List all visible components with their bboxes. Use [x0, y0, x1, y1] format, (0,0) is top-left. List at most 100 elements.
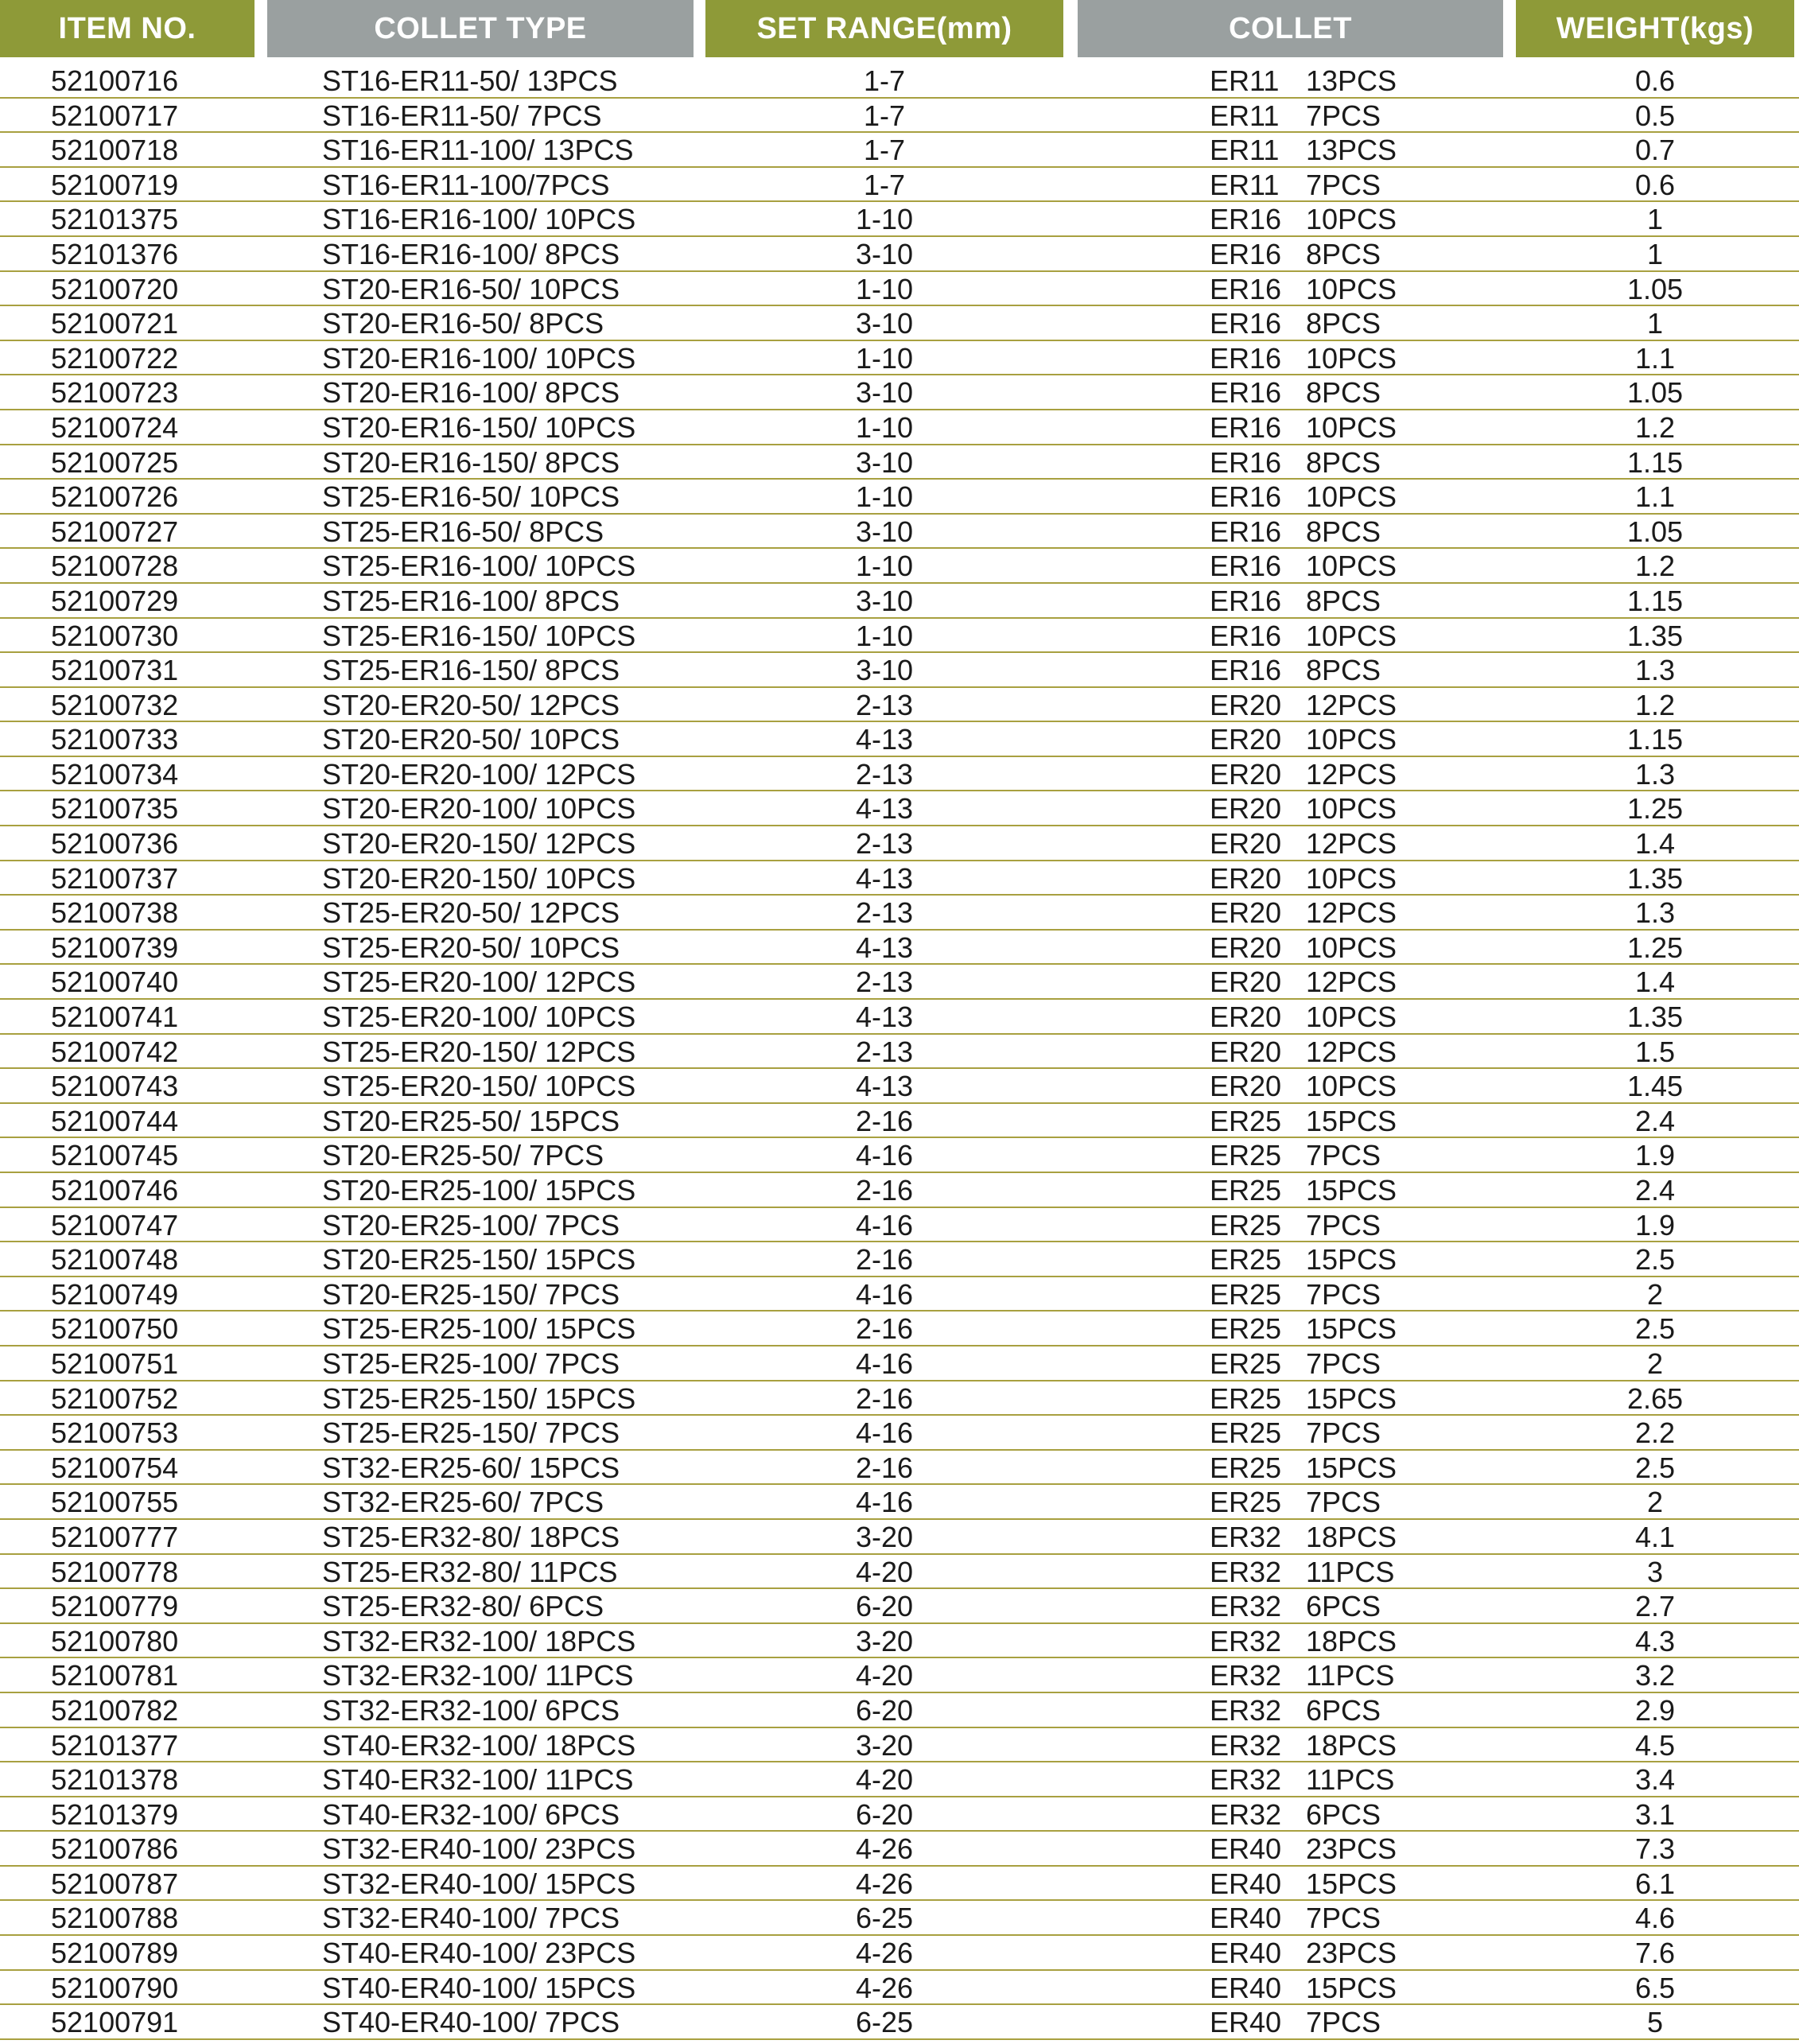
- cell-set-range: 3-10: [855, 307, 914, 340]
- table-row: 52100721 ST20-ER16-50/ 8PCS 3-10 ER16 8PCS 1: [0, 306, 1799, 341]
- cell-item-no: 52101375: [51, 203, 179, 236]
- table-row: 52100744 ST20-ER25-50/ 15PCS 2-16 ER25 15PCS…: [0, 1104, 1799, 1139]
- cell-collet-type: ST25-ER16-100/ 10PCS: [322, 550, 636, 583]
- cell-item-no: 52100744: [51, 1104, 179, 1137]
- cell-collet-size: ER20: [1210, 1001, 1282, 1034]
- cell-set-range: 4-26: [855, 1867, 914, 1900]
- cell-weight: 7.3: [1634, 1832, 1676, 1866]
- cell-set-range: 1-10: [855, 203, 914, 236]
- table-row: 52100719 ST16-ER11-100/7PCS 1-7 ER11 7PCS 0.6: [0, 168, 1799, 203]
- cell-set-range: 1-7: [863, 168, 906, 201]
- table-row: 52101377 ST40-ER32-100/ 18PCS 3-20 ER32 18PC…: [0, 1728, 1799, 1763]
- cell-collet-size: ER40: [1210, 1971, 1282, 2004]
- cell-collet-pieces: 7PCS: [1306, 1902, 1381, 1935]
- cell-collet-pieces: 15PCS: [1306, 1312, 1397, 1346]
- cell-collet-size: ER32: [1210, 1693, 1282, 1727]
- cell-collet-pieces: 6PCS: [1306, 1797, 1381, 1831]
- cell-collet-type: ST25-ER20-150/ 10PCS: [322, 1070, 636, 1103]
- cell-item-no: 52101376: [51, 237, 179, 270]
- cell-collet-size: ER20: [1210, 757, 1282, 791]
- table-row: 52100724 ST20-ER16-150/ 10PCS 1-10 ER16 10PC…: [0, 410, 1799, 445]
- cell-collet-type: ST20-ER20-150/ 12PCS: [322, 827, 636, 861]
- cell-collet-pieces: 8PCS: [1306, 654, 1381, 687]
- cell-collet-size: ER25: [1210, 1486, 1282, 1519]
- cell-item-no: 52100735: [51, 792, 179, 826]
- header-collet-type: COLLET TYPE: [267, 0, 694, 57]
- cell-collet-type: ST20-ER16-150/ 8PCS: [322, 445, 620, 479]
- cell-set-range: 1-10: [855, 272, 914, 305]
- cell-collet-size: ER20: [1210, 792, 1282, 826]
- cell-collet-pieces: 15PCS: [1306, 1381, 1397, 1415]
- cell-item-no: 52100739: [51, 931, 179, 964]
- cell-set-range: 1-10: [855, 410, 914, 444]
- cell-collet-type: ST20-ER16-150/ 10PCS: [322, 410, 636, 444]
- cell-collet-type: ST25-ER32-80/ 11PCS: [322, 1555, 618, 1588]
- table-row: 52100728 ST25-ER16-100/ 10PCS 1-10 ER16 10PC…: [0, 549, 1799, 584]
- cell-item-no: 52100754: [51, 1451, 179, 1484]
- cell-collet-pieces: 8PCS: [1306, 584, 1381, 617]
- cell-collet-pieces: 18PCS: [1306, 1728, 1397, 1762]
- cell-item-no: 52100780: [51, 1624, 179, 1657]
- cell-set-range: 3-10: [855, 515, 914, 548]
- cell-collet-size: ER20: [1210, 896, 1282, 930]
- cell-weight: 0.7: [1634, 134, 1676, 167]
- table-row: 52100736 ST20-ER20-150/ 12PCS 2-13 ER20 12PC…: [0, 826, 1799, 861]
- cell-collet-size: ER32: [1210, 1659, 1282, 1692]
- cell-set-range: 4-13: [855, 1070, 914, 1103]
- cell-weight: 3.1: [1634, 1797, 1676, 1831]
- cell-weight: 4.3: [1634, 1624, 1676, 1657]
- cell-collet-pieces: 10PCS: [1306, 619, 1397, 652]
- cell-collet-size: ER25: [1210, 1381, 1282, 1415]
- table-row: 52100718 ST16-ER11-100/ 13PCS 1-7 ER11 13PCS…: [0, 133, 1799, 168]
- cell-collet-size: ER40: [1210, 1937, 1282, 1970]
- cell-collet-size: ER40: [1210, 1902, 1282, 1935]
- cell-weight: 4.6: [1634, 1902, 1676, 1935]
- cell-set-range: 2-13: [855, 896, 914, 930]
- cell-item-no: 52100787: [51, 1867, 179, 1900]
- cell-weight: 2.65: [1626, 1381, 1684, 1415]
- cell-set-range: 4-16: [855, 1486, 914, 1519]
- cell-collet-size: ER32: [1210, 1797, 1282, 1831]
- cell-set-range: 3-10: [855, 237, 914, 270]
- cell-collet-pieces: 6PCS: [1306, 1693, 1381, 1727]
- cell-collet-pieces: 23PCS: [1306, 1832, 1397, 1866]
- cell-weight: 1: [1646, 237, 1664, 270]
- cell-collet-type: ST40-ER32-100/ 18PCS: [322, 1728, 636, 1762]
- cell-weight: 1.25: [1626, 792, 1684, 826]
- cell-set-range: 4-13: [855, 1001, 914, 1034]
- cell-collet-type: ST32-ER40-100/ 15PCS: [322, 1867, 636, 1900]
- cell-set-range: 4-13: [855, 792, 914, 826]
- table-row: 52100787 ST32-ER40-100/ 15PCS 4-26 ER40 15PC…: [0, 1867, 1799, 1902]
- cell-collet-type: ST25-ER20-100/ 12PCS: [322, 966, 636, 999]
- cell-set-range: 1-10: [855, 341, 914, 375]
- cell-weight: 1.35: [1626, 1001, 1684, 1034]
- cell-collet-size: ER25: [1210, 1346, 1282, 1380]
- table-row: 52100781 ST32-ER32-100/ 11PCS 4-20 ER32 11PC…: [0, 1658, 1799, 1693]
- cell-weight: 2.9: [1634, 1693, 1676, 1727]
- cell-collet-size: ER11: [1210, 134, 1280, 167]
- cell-item-no: 52100777: [51, 1520, 179, 1553]
- cell-item-no: 52100716: [51, 64, 179, 97]
- cell-collet-pieces: 7PCS: [1306, 1208, 1381, 1242]
- cell-collet-size: ER11: [1210, 99, 1280, 132]
- cell-collet-size: ER16: [1210, 445, 1282, 479]
- table-row: 52101379 ST40-ER32-100/ 6PCS 6-20 ER32 6PCS 3…: [0, 1797, 1799, 1832]
- cell-collet-size: ER16: [1210, 654, 1282, 687]
- table-row: 52100727 ST25-ER16-50/ 8PCS 3-10 ER16 8PCS 1.…: [0, 515, 1799, 550]
- cell-weight: 3.4: [1634, 1763, 1676, 1797]
- cell-set-range: 1-7: [863, 64, 906, 97]
- cell-collet-type: ST25-ER25-150/ 7PCS: [322, 1416, 620, 1450]
- cell-weight: 6.1: [1634, 1867, 1676, 1900]
- cell-collet-type: ST25-ER32-80/ 18PCS: [322, 1520, 620, 1553]
- cell-collet-size: ER20: [1210, 931, 1282, 964]
- cell-collet-pieces: 7PCS: [1306, 1486, 1381, 1519]
- table-row: 52100723 ST20-ER16-100/ 8PCS 3-10 ER16 8PCS 1…: [0, 375, 1799, 410]
- cell-weight: 1.9: [1634, 1208, 1676, 1242]
- header-item-no: ITEM NO.: [0, 0, 255, 57]
- cell-collet-type: ST16-ER11-100/7PCS: [322, 168, 610, 201]
- cell-item-no: 52100748: [51, 1243, 179, 1277]
- cell-collet-size: ER40: [1210, 1832, 1282, 1866]
- cell-collet-type: ST40-ER32-100/ 6PCS: [322, 1797, 620, 1831]
- cell-weight: 2: [1646, 1346, 1664, 1380]
- cell-weight: 2.7: [1634, 1590, 1676, 1623]
